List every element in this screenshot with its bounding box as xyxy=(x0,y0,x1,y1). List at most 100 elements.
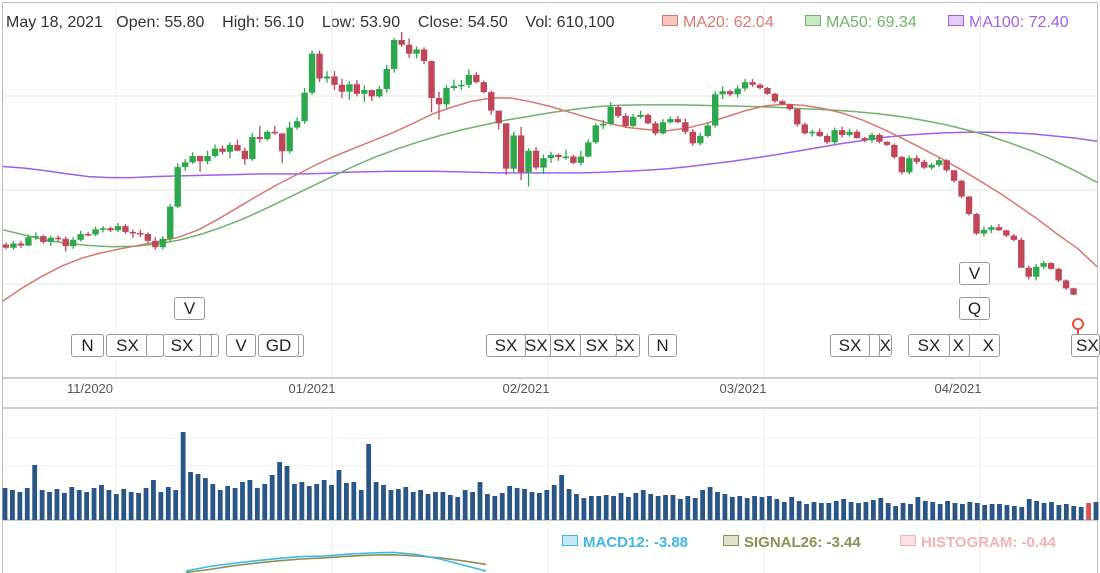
candle-body xyxy=(1055,268,1062,281)
legend-histogram[interactable]: HISTOGRAM: -0.44 xyxy=(900,534,1056,551)
event-flag[interactable]: GD xyxy=(258,334,299,357)
volume-bar xyxy=(136,493,141,520)
candle-body xyxy=(853,131,861,139)
volume-bar xyxy=(863,502,869,520)
candle-up xyxy=(390,37,398,73)
volume-bar xyxy=(811,502,817,520)
candlesticks[interactable] xyxy=(2,32,1085,347)
volume-bar xyxy=(536,493,542,520)
event-flag[interactable]: SX xyxy=(163,334,201,357)
candle-body xyxy=(92,229,99,235)
candle-body xyxy=(368,90,375,97)
ma100-swatch xyxy=(948,15,964,26)
candle-up xyxy=(25,234,32,247)
vol-label: Vol: xyxy=(525,14,553,31)
macd12-line xyxy=(185,551,487,572)
close-label: Close: xyxy=(417,14,464,31)
volume-bar xyxy=(188,472,193,520)
legend-ma20[interactable]: MA20: 62.04 xyxy=(662,14,774,32)
event-flag[interactable]: SX xyxy=(106,334,149,357)
candle-body xyxy=(1040,263,1047,267)
volume-bar xyxy=(885,503,891,520)
event-flag[interactable]: SX xyxy=(830,334,870,357)
volume-bar xyxy=(306,486,312,520)
volume-bar xyxy=(677,499,683,520)
volume-bar xyxy=(232,488,238,520)
event-flag[interactable] xyxy=(146,334,164,357)
event-flag[interactable]: V xyxy=(174,297,205,320)
volume-bar xyxy=(151,480,156,520)
volume-bar xyxy=(373,482,379,520)
current-price-marker[interactable] xyxy=(1072,318,1084,334)
volume-bar xyxy=(217,490,223,520)
candle-down xyxy=(801,122,808,135)
event-flag[interactable]: SX xyxy=(577,334,617,357)
event-flag[interactable]: X xyxy=(962,334,1000,357)
candle-body xyxy=(383,69,390,90)
current-price-dot[interactable] xyxy=(1072,318,1084,330)
candle-body xyxy=(973,214,980,234)
candle-body xyxy=(480,82,487,93)
legend-signal26[interactable]: SIGNAL26: -3.44 xyxy=(723,534,861,551)
candle-up xyxy=(592,123,599,144)
volume-bar xyxy=(529,492,535,520)
legend-ma100[interactable]: MA100: 72.40 xyxy=(948,14,1069,32)
volume-bar xyxy=(1063,504,1069,520)
volume-bars[interactable] xyxy=(2,432,1099,520)
candle-down xyxy=(1070,287,1077,296)
event-flag[interactable]: V xyxy=(959,262,990,285)
candle-body xyxy=(413,49,420,54)
volume-bar xyxy=(759,497,765,520)
event-flag[interactable]: N xyxy=(648,334,677,357)
candle-up xyxy=(562,149,570,160)
candle-body xyxy=(943,160,950,171)
candle-up xyxy=(286,121,293,154)
candle-down xyxy=(316,50,323,83)
candle-body xyxy=(1025,267,1032,277)
event-flag[interactable]: N xyxy=(71,334,104,357)
event-flag[interactable]: SX xyxy=(908,334,950,357)
candle-down xyxy=(898,156,906,175)
event-flag[interactable]: SX xyxy=(547,334,581,357)
candle-body xyxy=(144,234,152,241)
candle-body xyxy=(1047,263,1055,269)
candle-body xyxy=(868,134,876,141)
volume-bar xyxy=(2,488,8,520)
candle-up xyxy=(204,150,211,165)
candle-down xyxy=(405,38,413,58)
volume-bar xyxy=(841,499,847,520)
candle-up xyxy=(361,85,368,103)
event-flag[interactable]: Q xyxy=(959,297,990,320)
volume-bar xyxy=(173,490,179,520)
candle-up xyxy=(741,79,749,92)
volume-bar xyxy=(581,498,587,520)
volume-bar xyxy=(403,487,409,520)
candle-up xyxy=(226,142,234,159)
volume-bar xyxy=(1049,502,1054,520)
candle-down xyxy=(122,224,129,235)
candle-up xyxy=(637,110,644,119)
volume-bar xyxy=(804,504,809,520)
candle-body xyxy=(809,131,816,134)
legend-ma50[interactable]: MA50: 69.34 xyxy=(805,14,917,32)
candle-body xyxy=(189,156,196,163)
candle-up xyxy=(607,102,614,126)
candle-body xyxy=(622,115,629,126)
candle-up xyxy=(906,155,913,175)
legend-macd12[interactable]: MACD12: -3.88 xyxy=(562,534,688,551)
volume-bar xyxy=(195,474,201,520)
event-flag[interactable]: SX xyxy=(486,334,526,357)
volume-bar xyxy=(321,480,327,520)
candle-down xyxy=(883,141,891,146)
volume-bar xyxy=(596,496,602,520)
volume-bar xyxy=(1041,503,1047,520)
volume-bar xyxy=(113,494,119,520)
event-flag[interactable]: V xyxy=(226,334,256,357)
candle-body xyxy=(353,84,361,94)
open-label: Open: xyxy=(116,14,160,31)
candle-body xyxy=(122,226,129,232)
candle-down xyxy=(853,129,861,139)
event-flag[interactable]: SX xyxy=(1071,334,1100,357)
